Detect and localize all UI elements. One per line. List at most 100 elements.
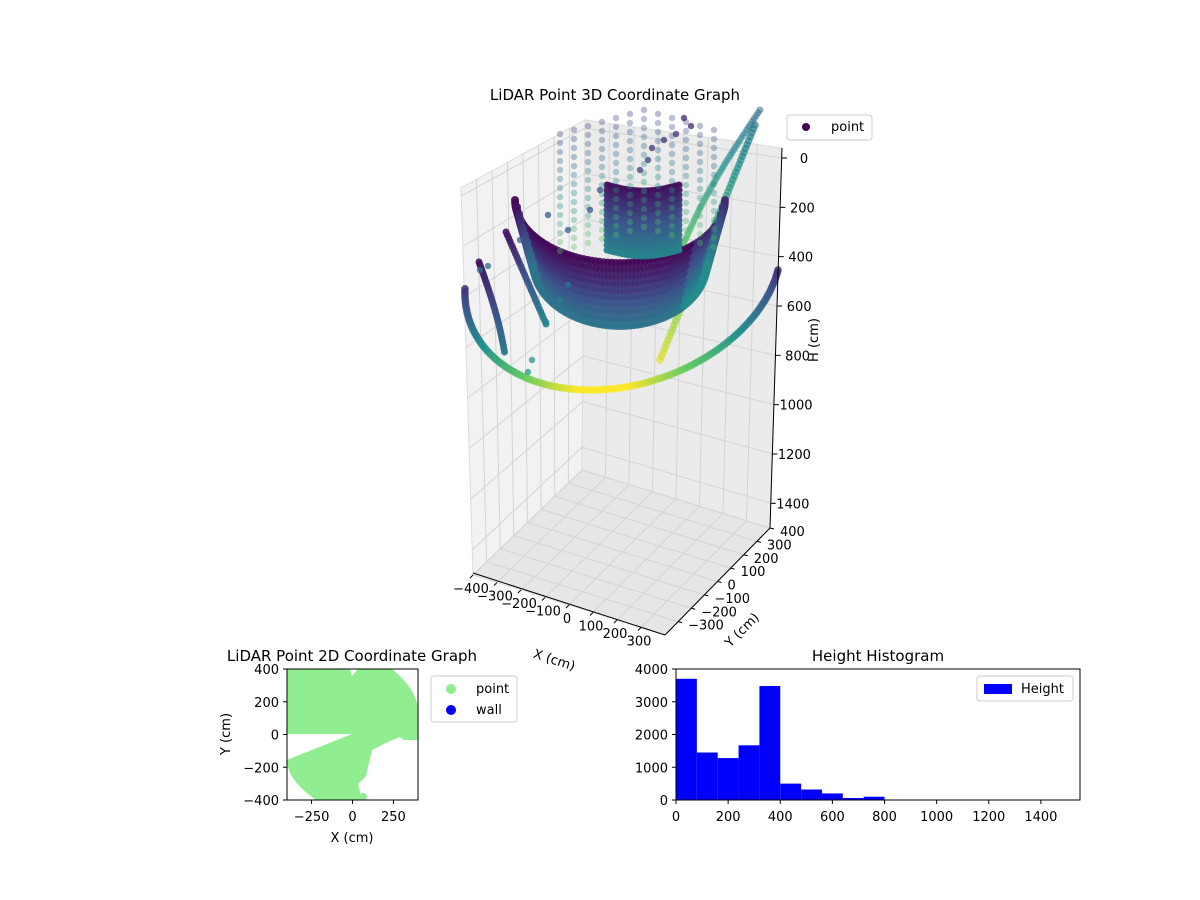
point-3d [598,226,606,234]
point-3d [584,158,592,166]
point-3d [570,135,578,143]
hist-y-tick-label: 4000 [635,663,668,678]
histogram-bar [676,678,697,800]
x-tick-label-2d: −250 [294,810,330,825]
grid-line-y [568,482,758,542]
y-tick-label: 400 [780,525,805,540]
point-3d [654,173,662,181]
point-3d [675,246,683,254]
point-3d [556,238,564,246]
point-3d [654,164,662,172]
point-3d [682,145,690,153]
point-3d [544,211,552,219]
point-3d [570,198,578,206]
point-3d [654,128,662,136]
point-3d [668,123,676,131]
point-3d [598,163,606,171]
z-tick-label: 800 [785,349,810,364]
point-3d [626,209,634,217]
point-3d [696,221,704,229]
point-3d [556,202,564,210]
point-3d [556,130,564,138]
point-3d [675,201,683,209]
point-3d [668,150,676,158]
point-2d-outlier [359,793,367,800]
point-3d [668,159,676,167]
point-3d [710,135,718,143]
point-3d [675,181,683,189]
point-3d [675,216,683,224]
z-tick-label: 1400 [776,497,809,512]
x-tick-label: 300 [627,635,652,650]
point-3d [626,119,634,127]
point-3d [710,171,718,179]
hist-x-tick-label: 200 [716,810,741,825]
grid-line-z [471,446,771,551]
z-tick-label: 600 [787,300,812,315]
point-3d [570,234,578,242]
hist-x-tick-label: 0 [672,810,680,825]
point-3d [709,238,717,246]
point-3d [626,110,634,118]
grid-line-y [500,548,692,609]
x-tick-label: −400 [453,582,489,597]
point-3d [675,241,683,249]
point-3d [682,163,690,171]
point-3d [696,140,704,148]
x-tick-label-2d: 0 [348,810,356,825]
point-3d [612,222,620,230]
plot-3d-title: LiDAR Point 3D Coordinate Graph [490,86,740,104]
point-3d [612,204,620,212]
point-3d [654,191,662,199]
point-3d [612,168,620,176]
point-3d [696,212,704,220]
histogram-bar [842,798,864,800]
hist-x-tick-label: 800 [872,810,897,825]
point-3d [598,199,606,207]
point-3d [710,225,718,233]
point-3d [710,216,718,224]
hist-y-tick-label: 1000 [635,761,668,776]
point-3d [598,181,606,189]
point-3d [626,146,634,154]
point-3d [710,198,718,206]
point-3d [654,227,662,235]
point-3d [556,229,564,237]
hist-x-tick-label: 600 [820,810,845,825]
point-3d [626,191,634,199]
legend-hist-swatch [984,684,1012,694]
x-tick-mark [493,582,498,586]
point-3d [668,204,676,212]
point-3d [626,164,634,172]
y-tick-label: 200 [754,552,779,567]
grid-line-y [554,495,744,556]
point-3d [682,217,690,225]
point-3d [570,126,578,134]
x-axis-line [472,572,666,636]
point-3d [668,213,676,221]
point-3d [584,149,592,157]
point-3d [640,106,648,114]
point-3d [705,252,713,260]
point-3d [668,177,676,185]
legend-3d-label-point: point [831,120,864,135]
point-3d [598,217,606,225]
point-3d [564,281,572,289]
legend-3d-box [786,114,873,141]
x-tick-label: 100 [579,620,604,635]
point-3d [584,185,592,193]
point-3d [668,141,676,149]
point-3d [570,207,578,215]
x-tick-mark [517,589,522,594]
point-3d [584,176,592,184]
point-3d [524,368,532,376]
point-3d [612,123,620,131]
y-tick-label-2d: −400 [243,794,279,809]
y-tick-label-2d: 200 [254,696,279,711]
point-3d [696,239,704,247]
point-3d [675,226,683,234]
plot-2d: LiDAR Point 2D Coordinate Graph −250 0 250… [219,647,518,846]
point-3d [660,136,668,144]
point-3d [534,271,542,279]
point-3d [675,236,683,244]
